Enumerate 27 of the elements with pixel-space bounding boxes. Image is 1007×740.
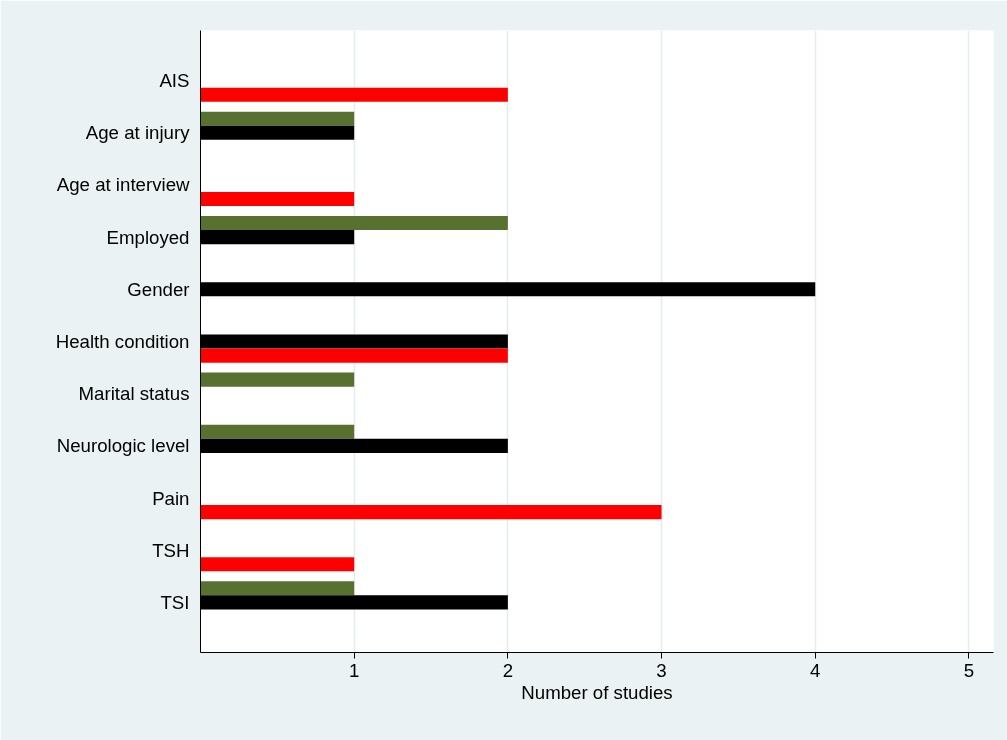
x-tick-label: 5 bbox=[963, 659, 975, 681]
y-tick-label: TSI bbox=[160, 591, 190, 613]
bar bbox=[200, 505, 662, 520]
bar bbox=[200, 424, 355, 439]
y-tick-label: TSH bbox=[152, 539, 190, 561]
x-axis-title: Number of studies bbox=[521, 681, 673, 703]
y-tick-label: Age at injury bbox=[85, 122, 191, 144]
y-tick-label: Pain bbox=[152, 487, 190, 509]
bar bbox=[200, 87, 508, 102]
bar bbox=[200, 372, 355, 387]
y-tick-label: Gender bbox=[127, 278, 190, 300]
x-tick-label: 2 bbox=[502, 659, 514, 681]
bar bbox=[200, 192, 355, 207]
bar bbox=[200, 557, 355, 572]
y-tick-label: Marital status bbox=[78, 383, 190, 405]
y-tick-label: Neurologic level bbox=[56, 435, 190, 457]
x-tick-label: 3 bbox=[656, 659, 667, 681]
bar bbox=[200, 348, 508, 363]
bar bbox=[200, 581, 355, 596]
y-tick-label: Health condition bbox=[55, 331, 190, 352]
x-tick-label: 4 bbox=[810, 659, 821, 681]
y-tick-label: Employed bbox=[106, 226, 190, 248]
bar bbox=[200, 111, 355, 126]
bar bbox=[200, 216, 508, 231]
x-tick-label: 1 bbox=[348, 659, 360, 681]
y-tick-label: Age at interview bbox=[56, 174, 191, 196]
y-tick-label: AIS bbox=[159, 70, 190, 92]
